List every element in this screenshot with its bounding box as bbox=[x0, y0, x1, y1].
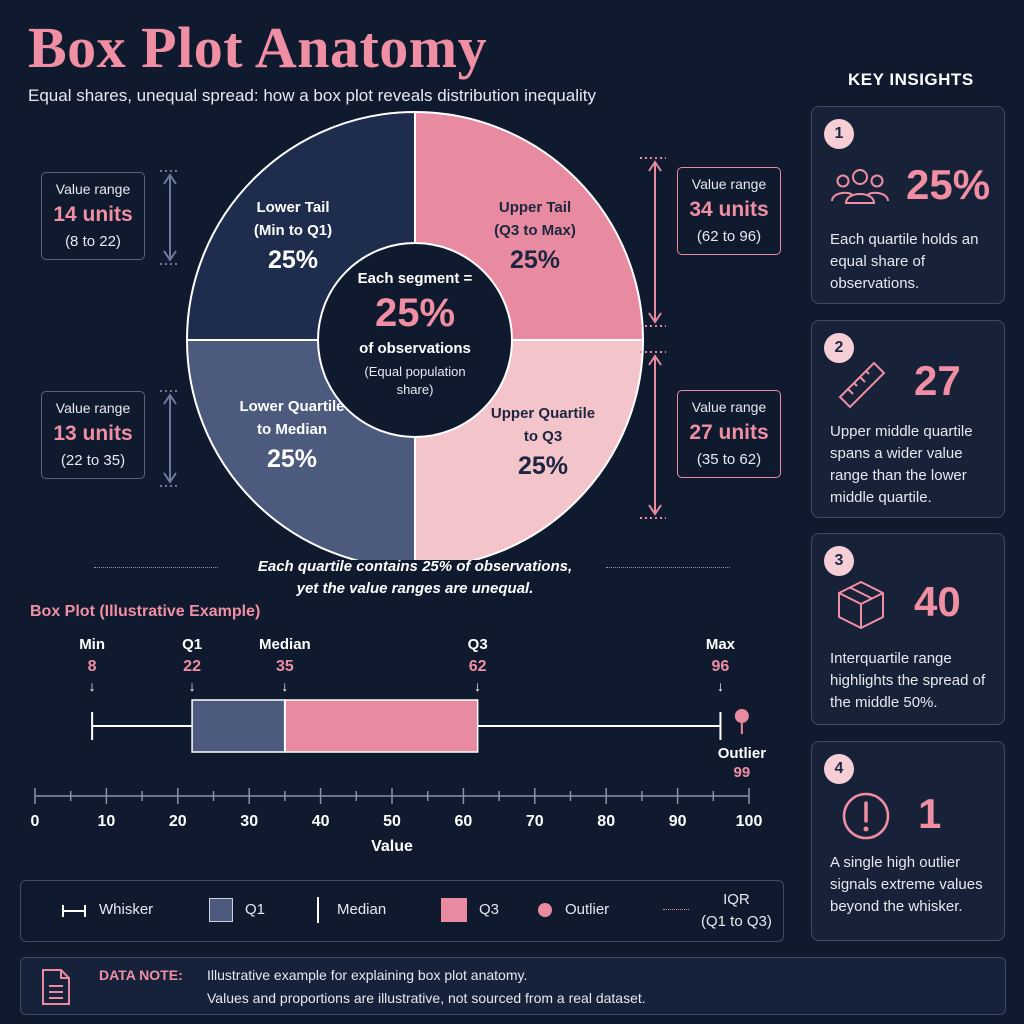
insight-value: 27 bbox=[914, 357, 961, 404]
x-tick-label: 90 bbox=[669, 813, 687, 830]
insight-value: 40 bbox=[914, 578, 961, 625]
range-card-lower-quartile: Value range 13 units (22 to 35) bbox=[41, 391, 145, 479]
people-icon bbox=[831, 169, 889, 204]
data-note-label: DATA NOTE: bbox=[99, 967, 183, 983]
square-icon bbox=[441, 898, 467, 922]
legend-label-whisker: Whisker bbox=[99, 901, 154, 918]
data-note-text: Illustrative example for explaining box … bbox=[207, 967, 528, 983]
caption-divider-right bbox=[606, 567, 730, 568]
boxplot-stat-q1: Q1 22 ↓ bbox=[182, 636, 203, 694]
legend-label-outlier: Outlier bbox=[565, 901, 610, 918]
insight-text: A single high outlier signals extreme va… bbox=[830, 854, 983, 915]
legend-label-q1: Q1 bbox=[245, 901, 266, 918]
boxplot-stat-min: Min 8 ↓ bbox=[79, 636, 106, 694]
page-title: Box Plot Anatomy bbox=[28, 15, 488, 80]
insight-card-3: 3 40 Interquartile range highlights the … bbox=[811, 533, 1005, 725]
boxplot-stat-max: Max 96 ↓ bbox=[705, 636, 736, 694]
x-tick-label: 0 bbox=[31, 813, 40, 830]
legend: Whisker Q1 Median Q3 Outlier IQR (Q1 to … bbox=[20, 880, 784, 942]
x-tick-label: 30 bbox=[240, 813, 258, 830]
insight-card-1: 1 25% Each quartile holds an equal share… bbox=[811, 106, 1005, 304]
insight-text: Each quartile holds an equal share of ob… bbox=[830, 231, 979, 292]
x-axis-label: Value bbox=[371, 838, 413, 855]
ruler-icon bbox=[838, 361, 886, 409]
range-card-upper-quartile: Value range 27 units (35 to 62) bbox=[677, 390, 781, 478]
square-icon bbox=[209, 898, 233, 922]
dot-icon bbox=[538, 903, 552, 917]
caption-divider-left bbox=[94, 567, 218, 568]
insight-value: 25% bbox=[906, 161, 991, 208]
legend-label-iqr: IQR (Q1 to Q3) bbox=[701, 891, 772, 930]
outlier-label: Outlier 99 bbox=[717, 745, 767, 781]
box-q1-median bbox=[191, 699, 286, 753]
box-icon bbox=[838, 581, 884, 629]
segment-label-lower-tail: Lower Tail (Min to Q1) 25% bbox=[253, 199, 333, 274]
range-arrow-upper-tail bbox=[640, 157, 666, 327]
segment-label-lower-quartile: Lower Quartile to Median 25% bbox=[239, 398, 345, 473]
range-arrow-lower-tail bbox=[160, 170, 180, 265]
alert-icon bbox=[842, 792, 890, 840]
iqr-dotted-icon bbox=[663, 909, 689, 910]
caption: Each quartile contains 25% of observatio… bbox=[257, 558, 573, 597]
x-tick-label: 10 bbox=[98, 813, 116, 830]
range-card-lower-tail: Value range 14 units (8 to 22) bbox=[41, 172, 145, 260]
boxplot-stat-q3: Q3 62 ↓ bbox=[467, 636, 488, 694]
x-tick-label: 60 bbox=[455, 813, 473, 830]
range-arrow-lower-quartile bbox=[160, 390, 180, 487]
insight-number: 1 bbox=[824, 119, 854, 149]
line-icon bbox=[317, 897, 319, 923]
insight-value: 1 bbox=[918, 790, 942, 837]
x-tick-label: 20 bbox=[169, 813, 187, 830]
donut-chart bbox=[160, 110, 666, 560]
insight-text: Interquartile range highlights the sprea… bbox=[830, 650, 986, 711]
boxplot-stat-median: Median 35 ↓ bbox=[259, 636, 311, 694]
donut-center-hole bbox=[317, 242, 513, 438]
data-note-text: Values and proportions are illustrative,… bbox=[207, 990, 646, 1006]
insight-card-4: 4 1 A single high outlier signals extrem… bbox=[811, 741, 1005, 941]
range-arrow-upper-quartile bbox=[640, 351, 666, 519]
document-icon bbox=[42, 969, 70, 1005]
x-tick-label: 50 bbox=[383, 813, 401, 830]
page-subtitle: Equal shares, unequal spread: how a box … bbox=[28, 86, 596, 105]
legend-label-q3: Q3 bbox=[479, 901, 500, 918]
insight-card-2: 2 27 Upper middle quartile spans a wider… bbox=[811, 320, 1005, 518]
x-tick-label: 80 bbox=[597, 813, 615, 830]
insight-number: 3 bbox=[824, 546, 854, 576]
boxplot-title: Box Plot (Illustrative Example) bbox=[30, 603, 261, 620]
whisker-icon bbox=[62, 905, 86, 917]
box-median-q3 bbox=[284, 699, 479, 753]
range-card-upper-tail: Value range 34 units (62 to 96) bbox=[677, 167, 781, 255]
insights-title: KEY INSIGHTS bbox=[848, 70, 974, 89]
x-tick-label: 100 bbox=[736, 813, 763, 830]
x-tick-label: 70 bbox=[526, 813, 544, 830]
data-note: DATA NOTE: Illustrative example for expl… bbox=[20, 957, 1006, 1015]
insight-number: 4 bbox=[824, 754, 854, 784]
outlier-point bbox=[734, 709, 749, 723]
segment-label-upper-quartile: Upper Quartile to Q3 25% bbox=[490, 405, 596, 480]
insight-text: Upper middle quartile spans a wider valu… bbox=[830, 423, 973, 506]
segment-label-upper-tail: Upper Tail (Q3 to Max) 25% bbox=[494, 199, 576, 274]
donut-center-text: Each segment = 25% of observations (Equa… bbox=[357, 270, 473, 397]
insight-number: 2 bbox=[824, 333, 854, 363]
legend-label-median: Median bbox=[337, 901, 387, 918]
boxplot-chart: 0 10 20 30 40 50 60 70 80 90 100 bbox=[31, 699, 763, 830]
x-tick-label: 40 bbox=[312, 813, 330, 830]
